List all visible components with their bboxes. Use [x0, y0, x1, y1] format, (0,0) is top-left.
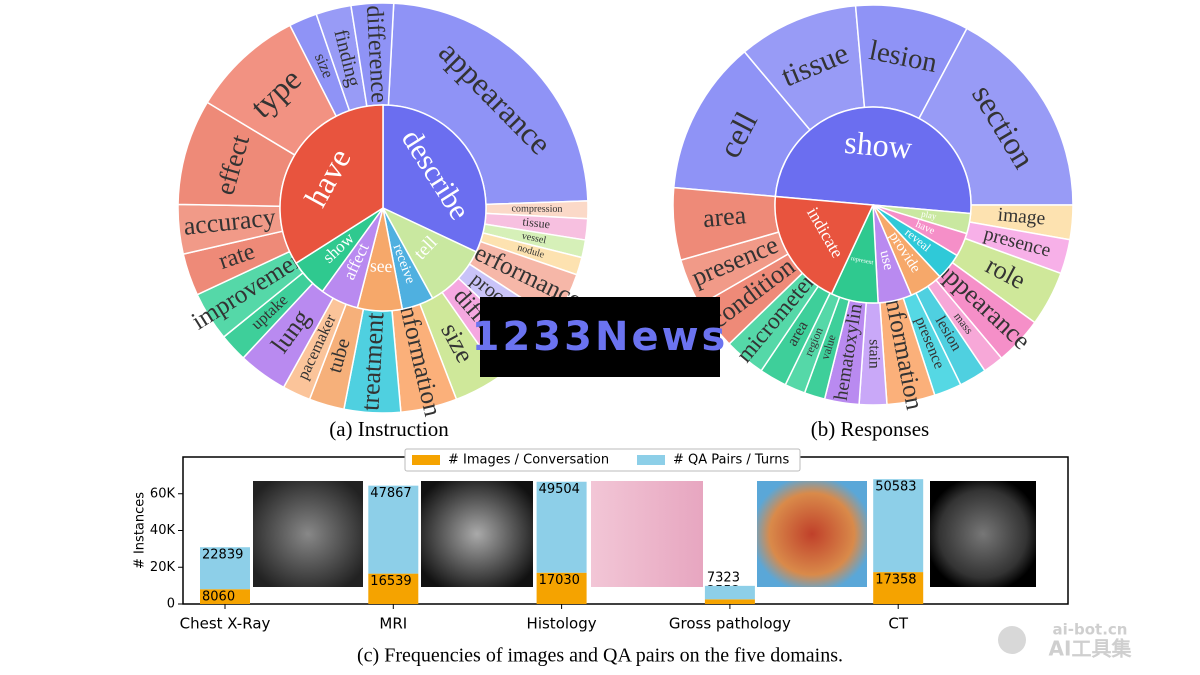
bar-value-label: 49504: [539, 482, 580, 497]
x-tick-label: MRI: [379, 615, 407, 633]
bar: [704, 585, 755, 600]
bar: [704, 599, 755, 604]
sunburst-label: tissue: [522, 214, 551, 231]
bar-value-label: 17358: [875, 573, 916, 588]
sunburst-label: area: [702, 200, 748, 233]
image-mri: [421, 481, 533, 587]
sunburst-segment: [382, 104, 487, 253]
caption-b: (b) Responses: [811, 417, 929, 441]
bar: [536, 481, 587, 573]
y-tick-label: 60K: [150, 486, 176, 501]
bar-value-label: 8060: [202, 590, 235, 605]
bar-value-label: 7323: [707, 570, 740, 585]
sunburst-label: compression: [511, 203, 562, 214]
sunburst-label: represent: [850, 255, 874, 266]
sunburst-segment: [774, 195, 875, 295]
legend-box: [404, 448, 801, 472]
bar-chart: 0 20K 40K 60K# Instances Chest X-Ray 8060 2283…: [133, 448, 924, 633]
sunburst-label: image: [997, 204, 1046, 229]
bar-value-label: 16539: [370, 574, 411, 589]
sunburst-label: play: [921, 209, 938, 222]
sunburst-label: show: [843, 124, 913, 166]
y-tick-label: 20K: [150, 560, 176, 575]
bar: [536, 572, 587, 604]
sunburst-segment: [774, 106, 972, 215]
bar-value-label: 50583: [875, 480, 916, 495]
watermark-site: ai-bot.cn: [1053, 621, 1128, 639]
watermark-box: [480, 297, 720, 377]
y-tick-label: 0: [167, 597, 175, 612]
legend-swatch: [412, 455, 440, 465]
bar: [200, 589, 250, 604]
bar-value-label: 17030: [539, 573, 580, 588]
x-tick-label: Gross pathology: [669, 615, 791, 633]
image-histology: [591, 481, 703, 587]
image-ct: [930, 481, 1036, 587]
bar-value-label: 22839: [202, 548, 243, 563]
sunburst-label: see: [370, 255, 393, 276]
x-tick-label: Chest X-Ray: [180, 615, 271, 633]
sunburst-label: stain: [865, 339, 882, 369]
bar: [368, 485, 419, 574]
bar: [368, 573, 419, 604]
sunburst-segment: [279, 104, 384, 265]
caption-a: (a) Instruction: [329, 417, 449, 441]
legend-label: # Images / Conversation: [448, 453, 609, 468]
bar-value-label: 47867: [370, 486, 411, 501]
watermark-brand: AI工具集: [1049, 637, 1133, 661]
y-tick-label: 40K: [150, 523, 176, 538]
sunburst-label: difference: [361, 5, 393, 104]
watermark-news: 1233News: [472, 314, 729, 360]
bar: [873, 572, 924, 604]
bar: [873, 479, 924, 573]
sunburst-label: vessel: [521, 231, 548, 247]
x-tick-label: CT: [888, 615, 908, 633]
sunburst-label: use: [876, 249, 896, 272]
watermark-logo: [998, 626, 1026, 654]
legend-label: # QA Pairs / Turns: [673, 453, 789, 468]
legend-swatch: [637, 455, 665, 465]
image-chest-xray: [253, 481, 363, 587]
sunburst-label: treatment: [355, 311, 389, 411]
x-tick-label: Histology: [527, 615, 597, 633]
sunbursts: appearancecompressiontissuevesselnodulep…: [177, 2, 1074, 419]
image-gross-pathology: [757, 481, 867, 587]
bar: [200, 547, 250, 590]
y-axis-label: # Instances: [133, 492, 148, 569]
caption-c: (c) Frequencies of images and QA pairs o…: [357, 645, 843, 667]
